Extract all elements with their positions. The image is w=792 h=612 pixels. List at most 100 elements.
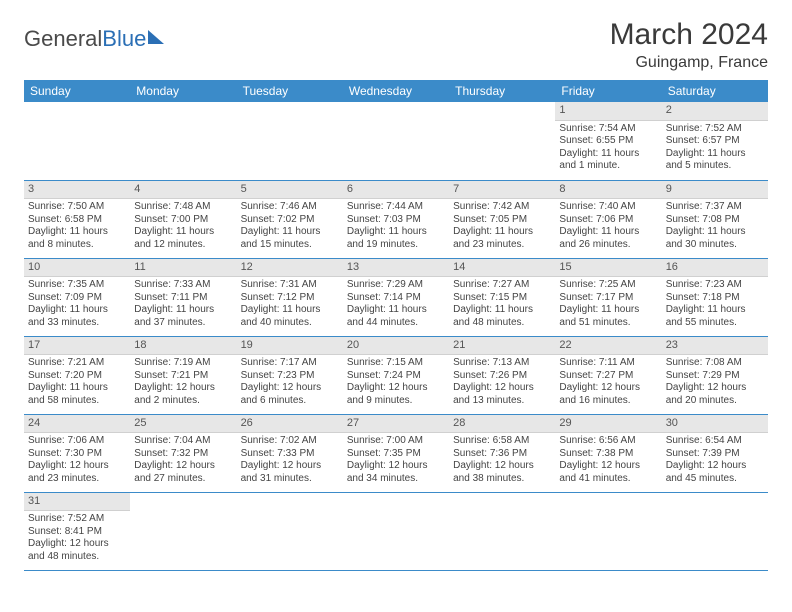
day-daylight2: and 16 minutes. [559,395,657,408]
day-daylight2: and 48 minutes. [453,317,551,330]
day-sunset: Sunset: 7:00 PM [134,214,232,227]
day-details: Sunrise: 7:42 AMSunset: 7:05 PMDaylight:… [449,199,555,255]
day-sunset: Sunset: 6:58 PM [28,214,126,227]
day-details: Sunrise: 7:08 AMSunset: 7:29 PMDaylight:… [662,355,768,411]
day-daylight1: Daylight: 12 hours [134,460,232,473]
day-daylight1: Daylight: 12 hours [28,460,126,473]
day-sunset: Sunset: 6:55 PM [559,135,657,148]
day-sunrise: Sunrise: 7:21 AM [28,357,126,370]
day-daylight2: and 31 minutes. [241,473,339,486]
logo-text-1: General [24,26,102,52]
calendar-cell: 31Sunrise: 7:52 AMSunset: 8:41 PMDayligh… [24,492,130,570]
day-daylight1: Daylight: 12 hours [241,382,339,395]
day-sunrise: Sunrise: 7:00 AM [347,435,445,448]
logo: GeneralBlue [24,18,164,52]
day-sunrise: Sunrise: 6:56 AM [559,435,657,448]
calendar-cell: 12Sunrise: 7:31 AMSunset: 7:12 PMDayligh… [237,258,343,336]
weekday-header: Wednesday [343,80,449,102]
day-sunrise: Sunrise: 7:19 AM [134,357,232,370]
day-details: Sunrise: 7:40 AMSunset: 7:06 PMDaylight:… [555,199,661,255]
day-sunset: Sunset: 7:39 PM [666,448,764,461]
calendar-cell [130,492,236,570]
day-details: Sunrise: 7:25 AMSunset: 7:17 PMDaylight:… [555,277,661,333]
day-daylight1: Daylight: 11 hours [666,226,764,239]
day-details: Sunrise: 7:00 AMSunset: 7:35 PMDaylight:… [343,433,449,489]
day-sunrise: Sunrise: 7:48 AM [134,201,232,214]
day-daylight2: and 15 minutes. [241,239,339,252]
calendar-cell: 28Sunrise: 6:58 AMSunset: 7:36 PMDayligh… [449,414,555,492]
day-sunrise: Sunrise: 7:25 AM [559,279,657,292]
day-number: 23 [662,337,768,356]
day-sunset: Sunset: 7:05 PM [453,214,551,227]
day-sunrise: Sunrise: 7:11 AM [559,357,657,370]
day-daylight2: and 12 minutes. [134,239,232,252]
calendar-cell: 10Sunrise: 7:35 AMSunset: 7:09 PMDayligh… [24,258,130,336]
calendar-week-row: 31Sunrise: 7:52 AMSunset: 8:41 PMDayligh… [24,492,768,570]
day-number [130,493,236,497]
day-sunset: Sunset: 7:32 PM [134,448,232,461]
calendar-cell: 11Sunrise: 7:33 AMSunset: 7:11 PMDayligh… [130,258,236,336]
day-number: 11 [130,259,236,278]
day-sunrise: Sunrise: 6:58 AM [453,435,551,448]
day-number: 6 [343,181,449,200]
day-sunrise: Sunrise: 7:27 AM [453,279,551,292]
day-daylight2: and 55 minutes. [666,317,764,330]
calendar-week-row: 3Sunrise: 7:50 AMSunset: 6:58 PMDaylight… [24,180,768,258]
day-daylight1: Daylight: 11 hours [28,382,126,395]
weekday-header: Saturday [662,80,768,102]
day-daylight1: Daylight: 11 hours [134,226,232,239]
calendar-cell [343,492,449,570]
day-daylight2: and 13 minutes. [453,395,551,408]
day-daylight1: Daylight: 11 hours [134,304,232,317]
calendar-cell: 13Sunrise: 7:29 AMSunset: 7:14 PMDayligh… [343,258,449,336]
calendar-cell [343,102,449,180]
calendar-cell: 3Sunrise: 7:50 AMSunset: 6:58 PMDaylight… [24,180,130,258]
day-daylight2: and 26 minutes. [559,239,657,252]
day-details: Sunrise: 7:04 AMSunset: 7:32 PMDaylight:… [130,433,236,489]
day-daylight2: and 58 minutes. [28,395,126,408]
day-number: 21 [449,337,555,356]
day-sunrise: Sunrise: 7:31 AM [241,279,339,292]
day-sunset: Sunset: 8:41 PM [28,526,126,539]
calendar-cell: 20Sunrise: 7:15 AMSunset: 7:24 PMDayligh… [343,336,449,414]
day-sunrise: Sunrise: 6:54 AM [666,435,764,448]
day-details: Sunrise: 7:48 AMSunset: 7:00 PMDaylight:… [130,199,236,255]
day-daylight1: Daylight: 11 hours [666,304,764,317]
day-sunrise: Sunrise: 7:42 AM [453,201,551,214]
weekday-header-row: Sunday Monday Tuesday Wednesday Thursday… [24,80,768,102]
day-daylight1: Daylight: 11 hours [241,226,339,239]
day-number [343,493,449,497]
calendar-cell [237,492,343,570]
day-sunset: Sunset: 7:08 PM [666,214,764,227]
day-number: 31 [24,493,130,512]
day-sunrise: Sunrise: 7:40 AM [559,201,657,214]
day-sunset: Sunset: 7:35 PM [347,448,445,461]
calendar-cell [237,102,343,180]
calendar-cell: 14Sunrise: 7:27 AMSunset: 7:15 PMDayligh… [449,258,555,336]
day-number: 28 [449,415,555,434]
weekday-header: Monday [130,80,236,102]
day-sunset: Sunset: 7:11 PM [134,292,232,305]
day-sunrise: Sunrise: 7:46 AM [241,201,339,214]
day-details: Sunrise: 7:29 AMSunset: 7:14 PMDaylight:… [343,277,449,333]
day-daylight2: and 37 minutes. [134,317,232,330]
day-daylight1: Daylight: 11 hours [559,148,657,161]
calendar-cell [662,492,768,570]
day-daylight1: Daylight: 12 hours [134,382,232,395]
day-sunrise: Sunrise: 7:17 AM [241,357,339,370]
day-daylight1: Daylight: 12 hours [666,382,764,395]
day-number: 4 [130,181,236,200]
day-daylight2: and 30 minutes. [666,239,764,252]
day-details: Sunrise: 7:50 AMSunset: 6:58 PMDaylight:… [24,199,130,255]
day-sunrise: Sunrise: 7:44 AM [347,201,445,214]
day-details: Sunrise: 7:54 AMSunset: 6:55 PMDaylight:… [555,121,661,177]
day-sunset: Sunset: 7:26 PM [453,370,551,383]
weekday-header: Friday [555,80,661,102]
calendar-cell: 22Sunrise: 7:11 AMSunset: 7:27 PMDayligh… [555,336,661,414]
day-number: 3 [24,181,130,200]
day-daylight1: Daylight: 12 hours [666,460,764,473]
day-number [449,493,555,497]
day-daylight1: Daylight: 12 hours [453,460,551,473]
day-daylight2: and 8 minutes. [28,239,126,252]
day-number: 15 [555,259,661,278]
